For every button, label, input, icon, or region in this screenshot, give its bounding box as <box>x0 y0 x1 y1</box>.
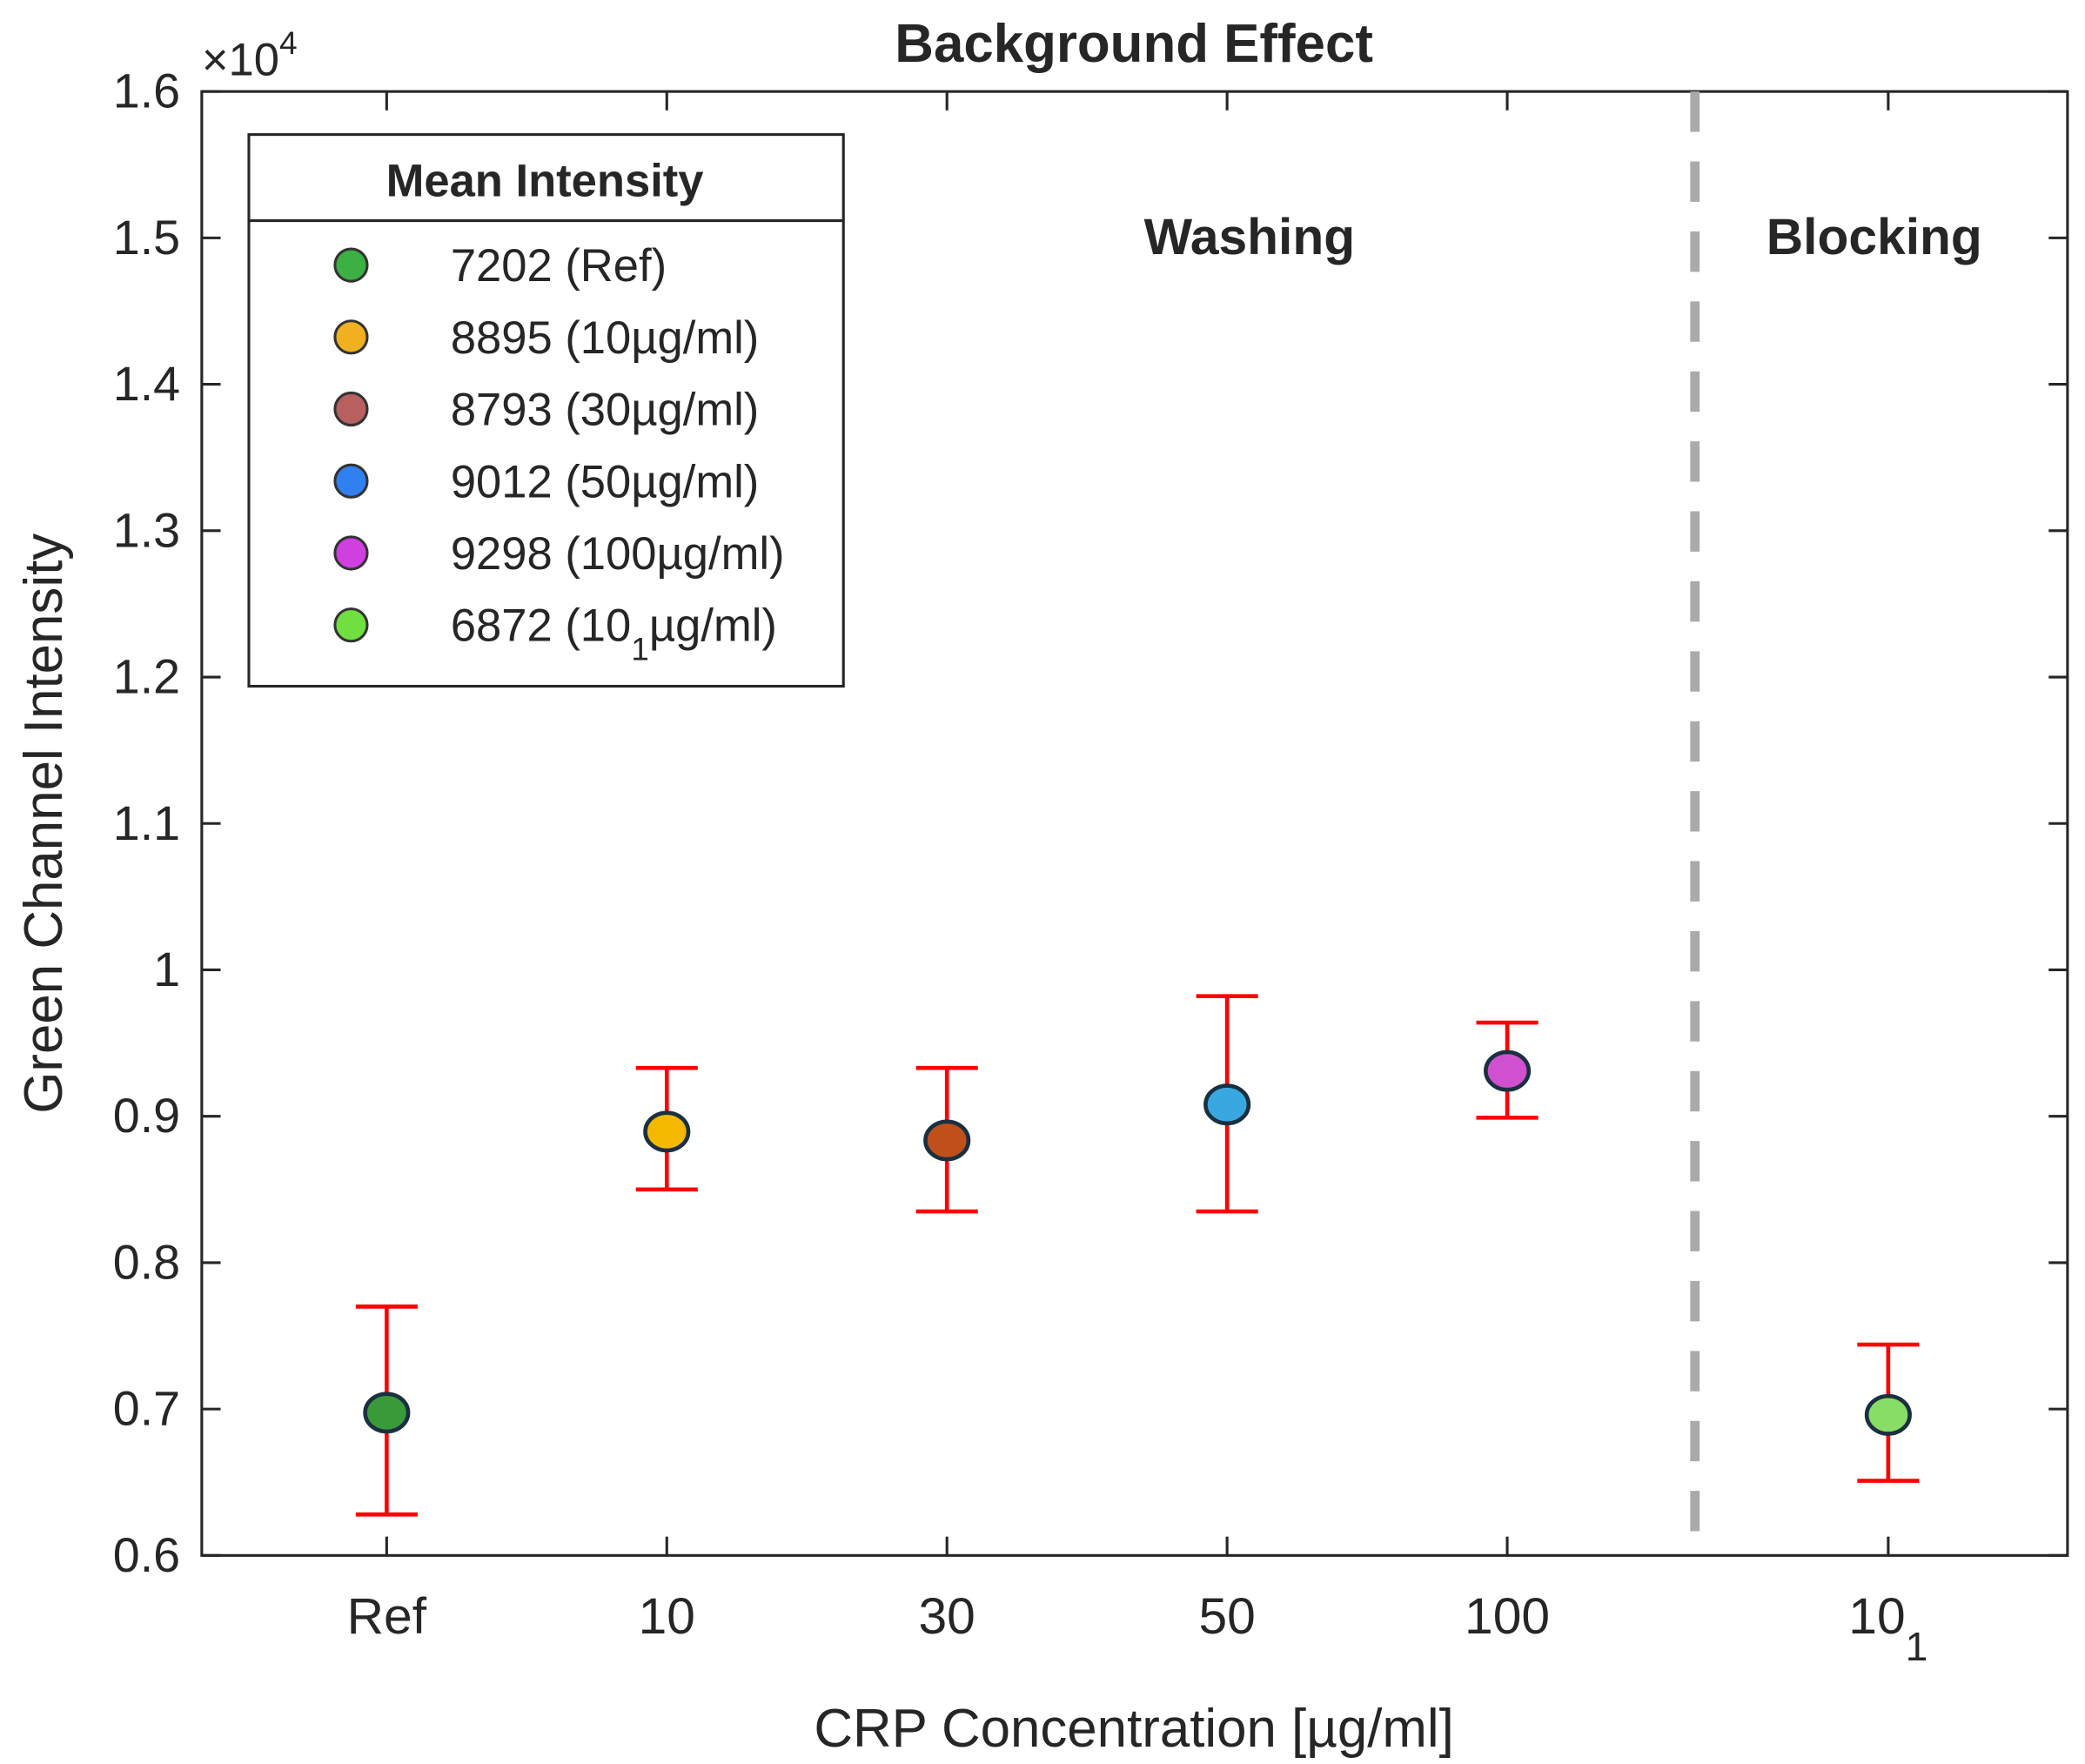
x-tick-label: 101 <box>1848 1588 1927 1669</box>
x-tick-label: 30 <box>919 1588 975 1645</box>
y-tick-label: 0.8 <box>113 1235 180 1289</box>
y-tick-label: 1.5 <box>113 211 180 265</box>
legend-title: Mean Intensity <box>386 156 704 207</box>
legend-marker <box>333 319 369 355</box>
y-tick-label: 0.7 <box>113 1382 180 1436</box>
annotation: Blocking <box>1767 209 1982 265</box>
legend-marker <box>333 463 369 499</box>
y-tick-label: 1.2 <box>113 650 180 704</box>
y-tick-label: 1.6 <box>113 64 180 118</box>
x-axis-label: CRP Concentration [µg/ml] <box>814 1699 1453 1759</box>
data-point <box>643 1110 691 1153</box>
legend: Mean Intensity 7202 (Ref) 8895 (10µg/ml) 8… <box>247 133 845 688</box>
y-tick-label: 0.6 <box>113 1528 180 1582</box>
data-point <box>1203 1083 1251 1126</box>
legend-marker <box>333 391 369 427</box>
y-tick-label: 1.4 <box>113 357 180 411</box>
legend-marker <box>333 247 369 283</box>
annotation: Washing <box>1144 209 1356 265</box>
data-point <box>1483 1050 1532 1092</box>
data-point <box>923 1119 971 1162</box>
data-point <box>363 1392 411 1434</box>
x-tick-label: 10 <box>639 1588 695 1645</box>
x-tick-label: Ref <box>347 1588 427 1645</box>
y-tick-label: 1 <box>153 942 180 996</box>
y-tick-label: 0.9 <box>113 1089 180 1143</box>
svg-text:×104: ×104 <box>202 24 298 86</box>
data-point <box>1864 1393 1912 1436</box>
legend-entry: 8895 (10µg/ml) <box>451 312 759 364</box>
legend-entry: 9298 (100µg/ml) <box>451 528 785 580</box>
legend-marker <box>333 535 369 571</box>
x-tick-label: 50 <box>1198 1588 1255 1645</box>
legend-entry: 9012 (50µg/ml) <box>451 456 759 507</box>
y-axis-label: Green Channel Intensity <box>14 533 74 1114</box>
y-tick-label: 1.3 <box>113 503 180 557</box>
legend-entry: 7202 (Ref) <box>451 240 667 292</box>
x-tick-label: 100 <box>1465 1588 1550 1645</box>
legend-marker <box>333 607 369 643</box>
legend-entry: 8793 (30µg/ml) <box>451 385 759 436</box>
data-marks: Washing Blocking <box>355 91 1982 1556</box>
y-exponent: ×104 <box>202 24 298 86</box>
y-tick-label: 1.1 <box>113 796 180 850</box>
chart-title: Background Effect <box>895 14 1373 74</box>
